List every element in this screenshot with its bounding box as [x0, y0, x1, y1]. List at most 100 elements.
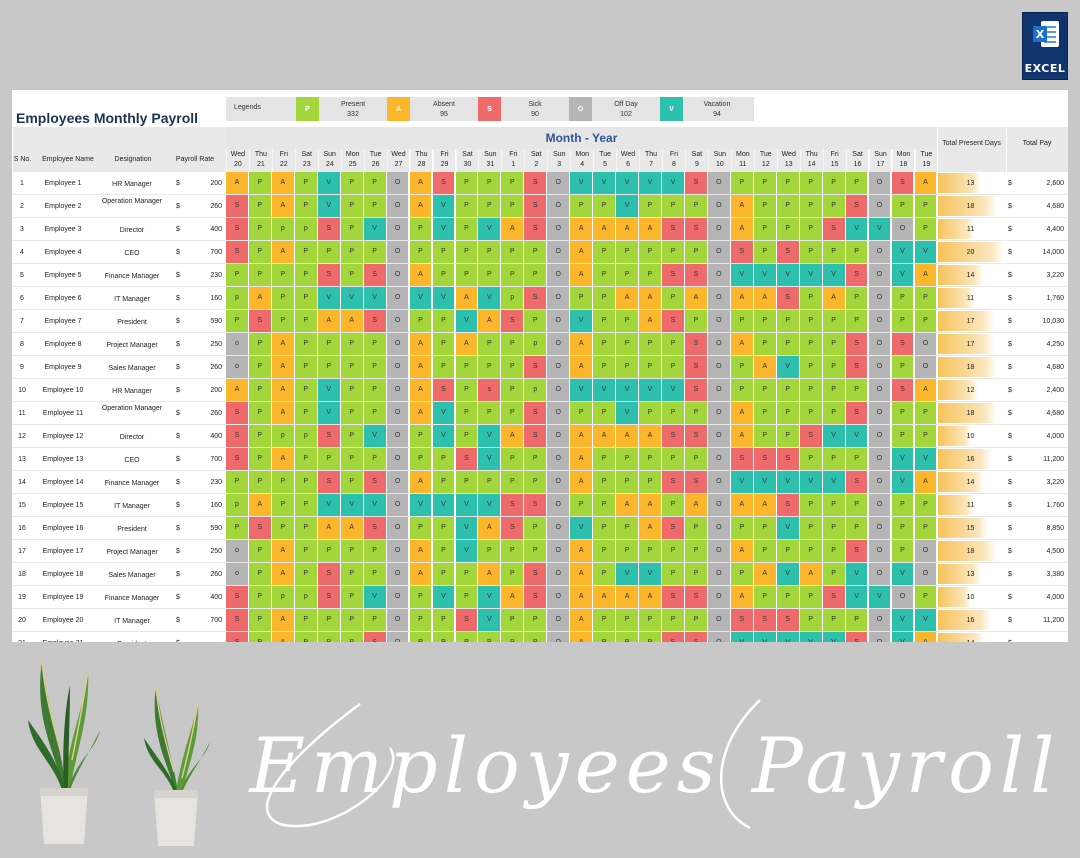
- attendance-cell[interactable]: V: [822, 471, 845, 493]
- attendance-cell[interactable]: S: [662, 310, 684, 332]
- attendance-cell[interactable]: O: [547, 609, 570, 631]
- attendance-cell[interactable]: V: [409, 287, 432, 309]
- attendance-cell[interactable]: O: [547, 356, 570, 378]
- attendance-cell[interactable]: P: [455, 172, 478, 194]
- attendance-cell[interactable]: P: [340, 218, 363, 240]
- attendance-cell[interactable]: A: [639, 586, 661, 608]
- attendance-cell[interactable]: P: [685, 310, 707, 332]
- attendance-cell[interactable]: A: [317, 310, 340, 332]
- attendance-cell[interactable]: S: [524, 218, 547, 240]
- attendance-cell[interactable]: P: [409, 517, 432, 539]
- attendance-cell[interactable]: A: [501, 218, 524, 240]
- attendance-cell[interactable]: V: [317, 402, 340, 424]
- attendance-cell[interactable]: S: [501, 517, 524, 539]
- attendance-cell[interactable]: O: [707, 264, 730, 286]
- attendance-cell[interactable]: S: [845, 333, 868, 355]
- attendance-cell[interactable]: p: [294, 425, 317, 447]
- attendance-cell[interactable]: V: [822, 264, 845, 286]
- attendance-cell[interactable]: O: [707, 172, 730, 194]
- attendance-cell[interactable]: P: [340, 172, 363, 194]
- attendance-cell[interactable]: P: [409, 425, 432, 447]
- attendance-cell[interactable]: P: [432, 471, 455, 493]
- attendance-cell[interactable]: A: [730, 218, 753, 240]
- attendance-cell[interactable]: P: [478, 264, 501, 286]
- attendance-cell[interactable]: P: [248, 333, 271, 355]
- attendance-cell[interactable]: p: [524, 333, 547, 355]
- attendance-cell[interactable]: A: [570, 218, 593, 240]
- attendance-cell[interactable]: O: [868, 448, 891, 470]
- attendance-cell[interactable]: P: [845, 287, 868, 309]
- attendance-cell[interactable]: P: [799, 333, 822, 355]
- attendance-cell[interactable]: P: [799, 609, 822, 631]
- attendance-cell[interactable]: P: [294, 563, 317, 585]
- attendance-cell[interactable]: P: [294, 172, 317, 194]
- attendance-cell[interactable]: V: [570, 517, 593, 539]
- attendance-cell[interactable]: P: [639, 402, 661, 424]
- attendance-cell[interactable]: P: [455, 586, 478, 608]
- attendance-cell[interactable]: P: [455, 195, 478, 217]
- attendance-cell[interactable]: P: [409, 218, 432, 240]
- attendance-cell[interactable]: P: [294, 310, 317, 332]
- attendance-cell[interactable]: P: [432, 356, 455, 378]
- attendance-cell[interactable]: P: [662, 609, 684, 631]
- attendance-cell[interactable]: O: [868, 287, 891, 309]
- attendance-cell[interactable]: V: [845, 563, 868, 585]
- attendance-cell[interactable]: P: [753, 218, 776, 240]
- attendance-cell[interactable]: p: [271, 218, 294, 240]
- attendance-cell[interactable]: A: [226, 379, 248, 401]
- attendance-cell[interactable]: P: [822, 448, 845, 470]
- attendance-cell[interactable]: O: [868, 494, 891, 516]
- attendance-cell[interactable]: O: [386, 172, 409, 194]
- attendance-cell[interactable]: P: [501, 563, 524, 585]
- attendance-cell[interactable]: P: [363, 333, 386, 355]
- attendance-cell[interactable]: O: [868, 379, 891, 401]
- attendance-cell[interactable]: A: [593, 586, 616, 608]
- attendance-cell[interactable]: P: [753, 241, 776, 263]
- attendance-cell[interactable]: P: [524, 540, 547, 562]
- attendance-cell[interactable]: A: [226, 172, 248, 194]
- attendance-cell[interactable]: P: [799, 241, 822, 263]
- attendance-cell[interactable]: A: [248, 287, 271, 309]
- attendance-cell[interactable]: O: [386, 310, 409, 332]
- attendance-cell[interactable]: O: [547, 471, 570, 493]
- attendance-cell[interactable]: A: [730, 402, 753, 424]
- attendance-cell[interactable]: S: [845, 632, 868, 642]
- attendance-cell[interactable]: P: [822, 563, 845, 585]
- attendance-cell[interactable]: P: [317, 448, 340, 470]
- attendance-cell[interactable]: P: [891, 540, 914, 562]
- attendance-cell[interactable]: P: [616, 448, 638, 470]
- attendance-cell[interactable]: A: [478, 563, 501, 585]
- attendance-cell[interactable]: V: [363, 586, 386, 608]
- attendance-cell[interactable]: P: [570, 287, 593, 309]
- attendance-cell[interactable]: P: [501, 356, 524, 378]
- attendance-cell[interactable]: P: [799, 379, 822, 401]
- attendance-cell[interactable]: P: [776, 586, 799, 608]
- attendance-cell[interactable]: P: [845, 379, 868, 401]
- attendance-cell[interactable]: A: [570, 448, 593, 470]
- attendance-cell[interactable]: V: [616, 172, 638, 194]
- attendance-cell[interactable]: P: [248, 172, 271, 194]
- attendance-cell[interactable]: P: [845, 172, 868, 194]
- attendance-cell[interactable]: O: [868, 264, 891, 286]
- attendance-cell[interactable]: O: [868, 241, 891, 263]
- attendance-cell[interactable]: P: [799, 310, 822, 332]
- attendance-cell[interactable]: V: [340, 494, 363, 516]
- attendance-cell[interactable]: P: [845, 494, 868, 516]
- attendance-cell[interactable]: O: [707, 517, 730, 539]
- attendance-cell[interactable]: V: [776, 563, 799, 585]
- attendance-cell[interactable]: P: [730, 356, 753, 378]
- attendance-cell[interactable]: P: [409, 241, 432, 263]
- attendance-cell[interactable]: P: [730, 379, 753, 401]
- attendance-cell[interactable]: A: [271, 356, 294, 378]
- attendance-cell[interactable]: P: [226, 517, 248, 539]
- attendance-cell[interactable]: O: [386, 218, 409, 240]
- attendance-cell[interactable]: A: [501, 586, 524, 608]
- attendance-cell[interactable]: P: [340, 425, 363, 447]
- attendance-cell[interactable]: P: [753, 333, 776, 355]
- attendance-cell[interactable]: O: [914, 333, 937, 355]
- attendance-cell[interactable]: V: [891, 471, 914, 493]
- attendance-cell[interactable]: P: [226, 310, 248, 332]
- attendance-cell[interactable]: O: [914, 563, 937, 585]
- attendance-cell[interactable]: V: [662, 172, 684, 194]
- attendance-cell[interactable]: V: [432, 402, 455, 424]
